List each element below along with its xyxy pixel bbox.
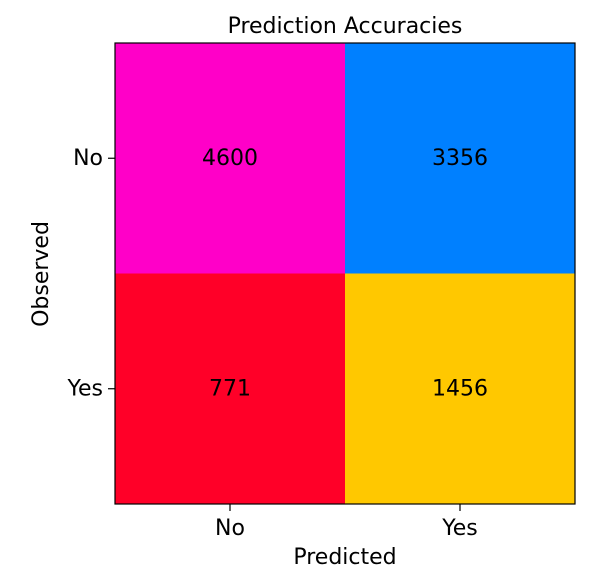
- plot-frame: [114, 42, 576, 505]
- cell-value-labels: 4600 3356 771 1456: [202, 146, 488, 402]
- cell-value-label: 3356: [432, 146, 488, 171]
- y-tick-label: Yes: [66, 376, 103, 401]
- y-tick-label: No: [73, 146, 103, 171]
- x-tick-label: No: [215, 516, 245, 541]
- chart-title: Prediction Accuracies: [228, 14, 463, 39]
- x-axis-label: Predicted: [293, 545, 396, 570]
- cell-value-label: 1456: [432, 376, 488, 401]
- heatmap-cell-yes-no: [115, 273, 345, 504]
- x-tick-label: Yes: [441, 516, 478, 541]
- cell-value-label: 4600: [202, 146, 258, 171]
- heatmap-cells: [115, 43, 575, 504]
- heatmap-cell-yes-yes: [345, 273, 575, 504]
- x-axis-ticks: No Yes: [215, 504, 478, 541]
- heatmap-cell-no-yes: [345, 43, 575, 274]
- y-axis-ticks: No Yes: [66, 146, 115, 401]
- heatmap-cell-no-no: [115, 43, 345, 274]
- y-axis-label: Observed: [29, 221, 54, 327]
- cell-value-label: 771: [209, 376, 251, 401]
